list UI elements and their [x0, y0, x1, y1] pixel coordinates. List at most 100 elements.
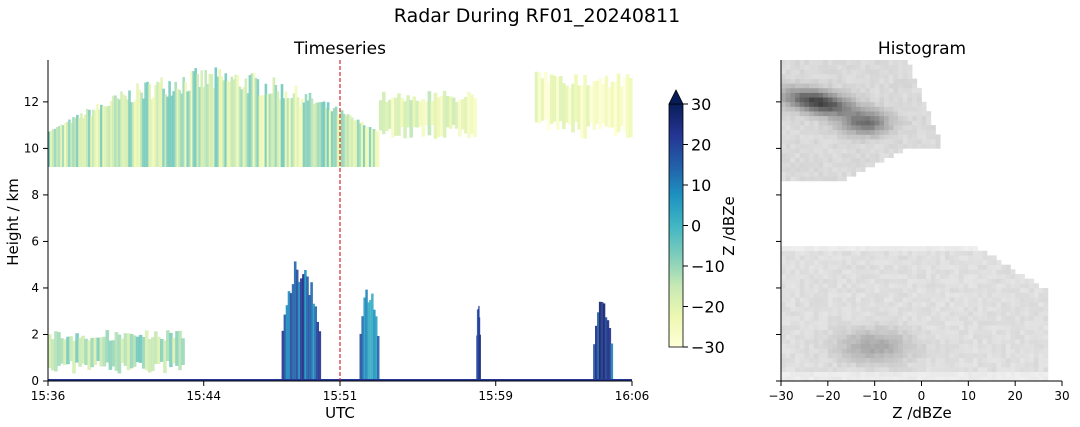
- echo-column: [138, 89, 141, 167]
- histogram-cell: [907, 125, 913, 131]
- echo-column: [622, 77, 627, 131]
- histogram-cell: [884, 78, 890, 84]
- histogram-cell: [781, 129, 786, 135]
- histogram-cell: [851, 97, 857, 103]
- histogram-cell: [855, 101, 861, 107]
- histogram-cell: [958, 264, 964, 270]
- histogram-cell: [846, 264, 852, 270]
- histogram-cell: [982, 255, 988, 261]
- histogram-cell: [1033, 287, 1039, 293]
- histogram-cell: [902, 255, 908, 261]
- histogram-cell: [841, 274, 847, 279]
- histogram-cell: [1024, 278, 1030, 284]
- histogram-cell: [837, 367, 843, 372]
- y-tick-label: 10: [24, 141, 39, 155]
- histogram-cell: [869, 334, 875, 340]
- histogram-cell: [916, 306, 922, 312]
- histogram-cell: [879, 139, 885, 145]
- histogram-cell: [860, 343, 866, 349]
- histogram-cell: [930, 376, 936, 382]
- histogram-cell: [902, 129, 908, 135]
- histogram-cell: [884, 115, 890, 121]
- histogram-cell: [879, 278, 885, 284]
- histogram-cell: [912, 115, 918, 121]
- histogram-cell: [813, 134, 819, 140]
- echo-column: [108, 105, 111, 167]
- histogram-cell: [1001, 301, 1007, 307]
- y-tick-label: 4: [31, 281, 39, 295]
- histogram-cell: [813, 301, 819, 307]
- histogram-cell: [898, 120, 904, 126]
- histogram-cell: [860, 106, 866, 112]
- histogram-cell: [879, 339, 885, 345]
- histogram-cell: [841, 250, 847, 256]
- histogram-cell: [1033, 329, 1039, 335]
- histogram-cell: [837, 153, 843, 158]
- histogram-cell: [902, 353, 908, 359]
- histogram-cell: [795, 376, 801, 382]
- histogram-cell: [893, 97, 899, 103]
- histogram-cell: [841, 64, 847, 70]
- histogram-cell: [855, 73, 861, 79]
- histogram-cell: [837, 92, 843, 98]
- histogram-cell: [991, 367, 997, 372]
- histogram-cell: [841, 92, 847, 98]
- histogram-cell: [954, 292, 960, 298]
- histogram-cell: [930, 367, 936, 372]
- histogram-cell: [902, 134, 908, 140]
- histogram-cell: [846, 329, 852, 335]
- histogram-cell: [813, 115, 819, 121]
- histogram-cell: [940, 264, 946, 270]
- histogram-cell: [809, 325, 815, 331]
- echo-column: [285, 305, 289, 381]
- histogram-cell: [879, 250, 885, 256]
- histogram-cell: [874, 73, 880, 79]
- histogram-cell: [1033, 343, 1039, 349]
- histogram-cell: [1029, 320, 1035, 326]
- histogram-cell: [832, 264, 838, 270]
- histogram-cell: [982, 297, 988, 303]
- histogram-cell: [879, 306, 885, 312]
- echo-column: [473, 98, 477, 138]
- histogram-cell: [940, 287, 946, 293]
- histogram-cell: [832, 162, 838, 168]
- echo-column: [166, 330, 170, 361]
- histogram-cell: [884, 153, 890, 158]
- histogram-cell: [860, 357, 866, 363]
- histogram-cell: [1019, 297, 1025, 303]
- histogram-cell: [860, 250, 866, 256]
- histogram-cell: [968, 269, 974, 275]
- histogram-cell: [851, 320, 857, 326]
- histogram-cell: [944, 246, 950, 252]
- histogram-cell: [1001, 376, 1007, 382]
- histogram-cell: [785, 362, 791, 368]
- histogram-cell: [837, 334, 843, 340]
- echo-column: [342, 113, 346, 167]
- histogram-cell: [837, 278, 843, 284]
- histogram-cell: [869, 311, 875, 317]
- histogram-cell: [823, 106, 829, 112]
- echo-column: [470, 94, 474, 135]
- histogram-cell: [818, 92, 824, 98]
- histogram-cell: [968, 376, 974, 382]
- histogram-cell: [841, 153, 847, 158]
- histogram-cell: [855, 78, 861, 84]
- echo-column: [476, 309, 479, 381]
- histogram-cell: [940, 246, 946, 252]
- echo-column: [105, 330, 110, 363]
- histogram-cell: [930, 274, 936, 279]
- histogram-cell: [785, 73, 791, 79]
- histogram-cell: [1010, 367, 1016, 372]
- histogram-cell: [930, 311, 936, 317]
- histogram-cell: [996, 362, 1002, 368]
- histogram-cell: [823, 64, 829, 70]
- histogram-cell: [954, 320, 960, 326]
- histogram-cell: [907, 357, 913, 363]
- histogram-cell: [846, 143, 852, 149]
- histogram-cell: [809, 343, 815, 349]
- echo-column: [312, 303, 315, 381]
- histogram-cell: [827, 357, 833, 363]
- histogram-cell: [818, 353, 824, 359]
- histogram-cell: [1043, 320, 1049, 326]
- histogram-cell: [809, 353, 815, 359]
